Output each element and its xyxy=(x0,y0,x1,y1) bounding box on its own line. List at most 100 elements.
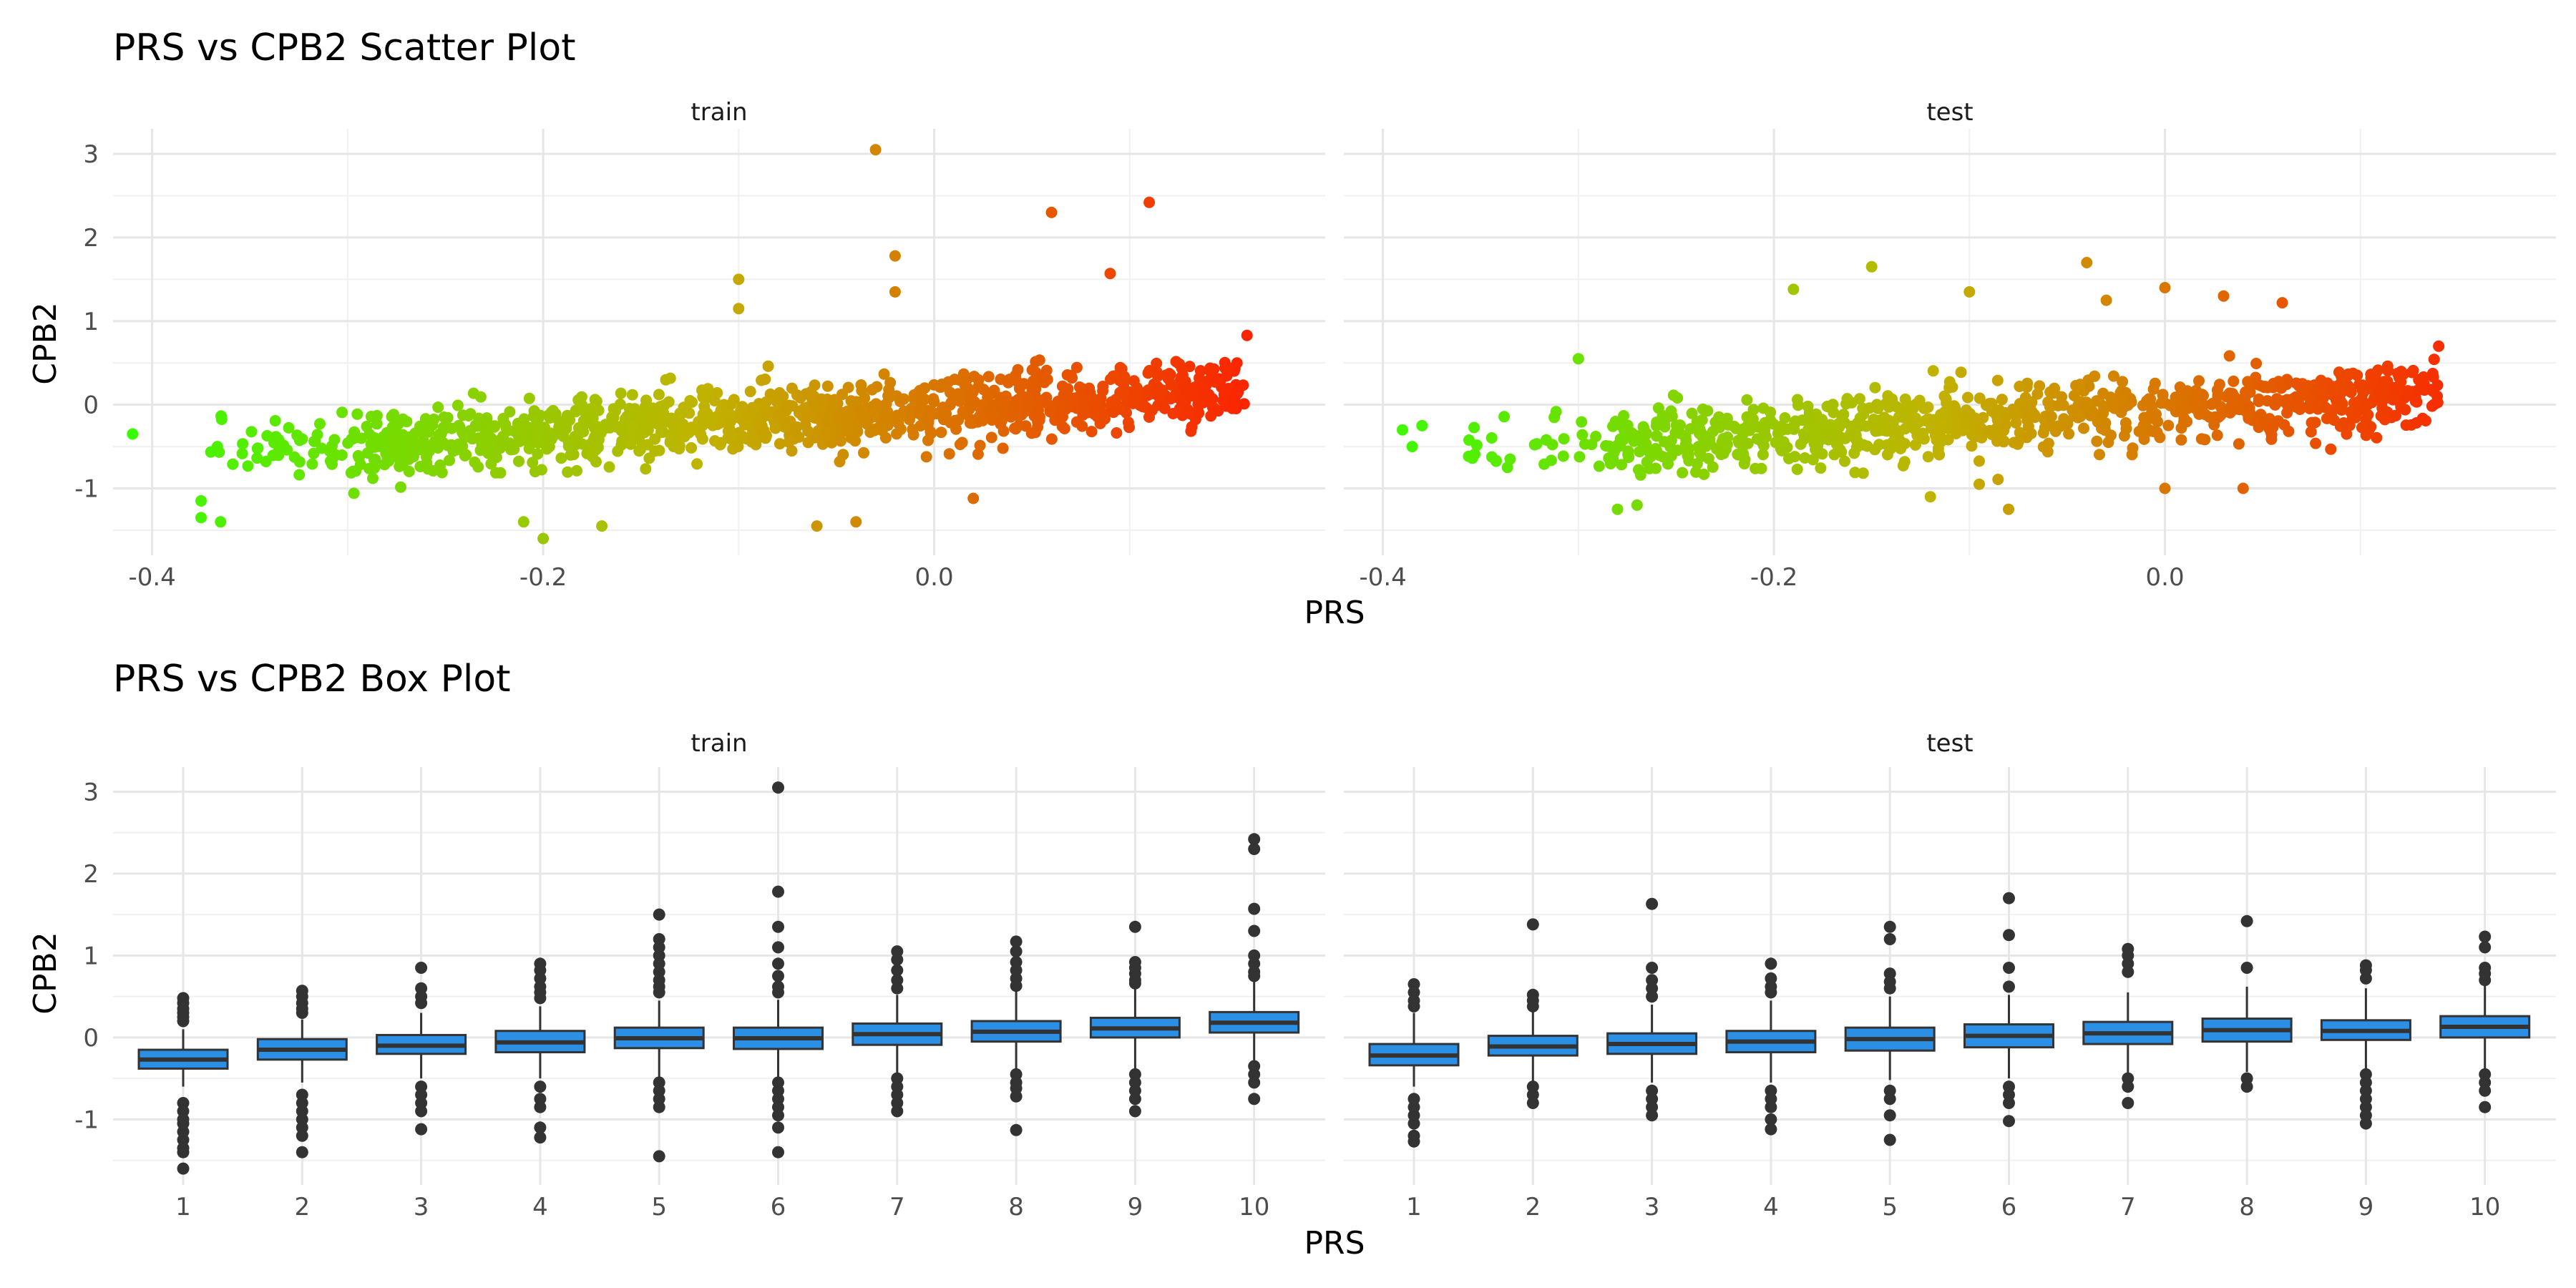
scatter-point xyxy=(541,433,553,445)
outlier-point xyxy=(2122,965,2135,978)
x-tick-label: 9 xyxy=(2358,1193,2374,1221)
scatter-point xyxy=(581,413,593,425)
scatter-point xyxy=(917,394,930,406)
scatter-point xyxy=(957,368,970,380)
scatter-point xyxy=(1111,427,1123,439)
scatter-point xyxy=(2211,429,2223,441)
scatter-point xyxy=(495,436,507,449)
scatter-point xyxy=(837,449,849,461)
scatter-point xyxy=(1025,427,1038,439)
scatter-point xyxy=(2049,382,2060,394)
scatter-point xyxy=(959,379,971,391)
outlier-point xyxy=(772,885,784,898)
scatter-point xyxy=(1744,424,1756,436)
outlier-point xyxy=(534,1101,547,1113)
scatter-point xyxy=(714,439,726,451)
scatter-point xyxy=(2203,411,2215,423)
scatter-point xyxy=(1932,446,1944,458)
scatter-point xyxy=(1162,373,1174,384)
scatter-point xyxy=(672,413,684,425)
x-tick-label: 6 xyxy=(771,1193,786,1221)
scatter-point xyxy=(1604,458,1616,469)
x-tick-label: 5 xyxy=(1882,1193,1898,1221)
scatter-point xyxy=(616,424,628,436)
scatter-point xyxy=(1189,385,1201,397)
scatter-y-axis-title: CPB2 xyxy=(27,302,64,384)
scatter-point xyxy=(1614,433,1626,445)
scatter-point xyxy=(1742,437,1754,449)
scatter-point xyxy=(1755,462,1767,474)
scatter-point xyxy=(1732,449,1745,461)
scatter-point xyxy=(316,442,328,454)
scatter-point xyxy=(1040,364,1053,376)
scatter-point xyxy=(2155,397,2167,409)
scatter-point xyxy=(1128,375,1140,387)
scatter-point xyxy=(614,398,626,410)
scatter-point xyxy=(1572,353,1584,365)
scatter-point xyxy=(1991,374,2004,386)
scatter-point xyxy=(404,431,416,443)
scatter-point xyxy=(625,436,638,447)
scatter-point xyxy=(2275,382,2288,394)
scatter-point xyxy=(2271,393,2283,405)
scatter-point xyxy=(1114,403,1126,415)
scatter-point xyxy=(2151,426,2163,439)
scatter-point xyxy=(2365,421,2377,433)
scatter-point xyxy=(764,388,776,400)
scatter-point xyxy=(1611,503,1624,515)
box-title: PRS vs CPB2 Box Plot xyxy=(113,658,511,701)
scatter-point xyxy=(649,406,661,417)
scatter-point xyxy=(309,435,321,447)
scatter-point xyxy=(2117,376,2129,388)
scatter-point xyxy=(907,424,919,436)
scatter-point xyxy=(964,388,976,400)
outlier-point xyxy=(2240,1080,2253,1093)
scatter-point xyxy=(1056,380,1068,392)
scatter-point xyxy=(2218,290,2230,302)
scatter-point xyxy=(2341,428,2353,440)
scatter-point xyxy=(2401,385,2414,397)
scatter-point xyxy=(2356,421,2368,434)
scatter-point xyxy=(532,448,544,460)
outlier-point xyxy=(1883,1093,1896,1106)
x-tick-label: -0.4 xyxy=(1359,563,1406,592)
scatter-point xyxy=(2373,386,2385,398)
scatter-point xyxy=(447,445,459,457)
outlier-point xyxy=(2479,1101,2492,1113)
x-tick-label: 10 xyxy=(2469,1193,2500,1221)
scatter-point xyxy=(1641,456,1653,468)
scatter-point xyxy=(949,374,961,386)
scatter-point xyxy=(417,435,429,447)
scatter-point xyxy=(673,443,686,455)
scatter-point xyxy=(1194,365,1206,377)
outlier-point xyxy=(2479,1084,2492,1097)
scatter-point xyxy=(1828,449,1840,461)
scatter-point xyxy=(2387,394,2399,406)
scatter-point xyxy=(1696,414,1708,426)
scatter-point xyxy=(1659,417,1670,429)
scatter-point xyxy=(1872,402,1884,414)
scatter-point xyxy=(1922,451,1934,463)
scatter-point xyxy=(696,419,708,431)
scatter-point xyxy=(369,432,381,444)
scatter-point xyxy=(427,465,439,477)
scatter-point xyxy=(457,409,469,421)
scatter-point xyxy=(982,371,995,383)
x-tick-label: 9 xyxy=(1128,1193,1143,1221)
scatter-point xyxy=(1733,436,1745,449)
scatter-point xyxy=(974,439,986,452)
outlier-point xyxy=(1646,962,1659,974)
outlier-point xyxy=(1407,1000,1420,1013)
scatter-point xyxy=(809,431,821,443)
scatter-point xyxy=(432,401,444,414)
x-tick-label: 3 xyxy=(1644,1193,1660,1221)
scatter-point xyxy=(1849,467,1861,479)
scatter-point xyxy=(588,434,600,446)
scatter-point xyxy=(1084,386,1096,399)
scatter-point xyxy=(2175,434,2187,446)
scatter-point xyxy=(587,451,598,463)
scatter-point xyxy=(781,401,793,414)
scatter-point xyxy=(1118,388,1131,400)
scatter-point xyxy=(1666,410,1678,422)
scatter-point xyxy=(1634,469,1646,481)
